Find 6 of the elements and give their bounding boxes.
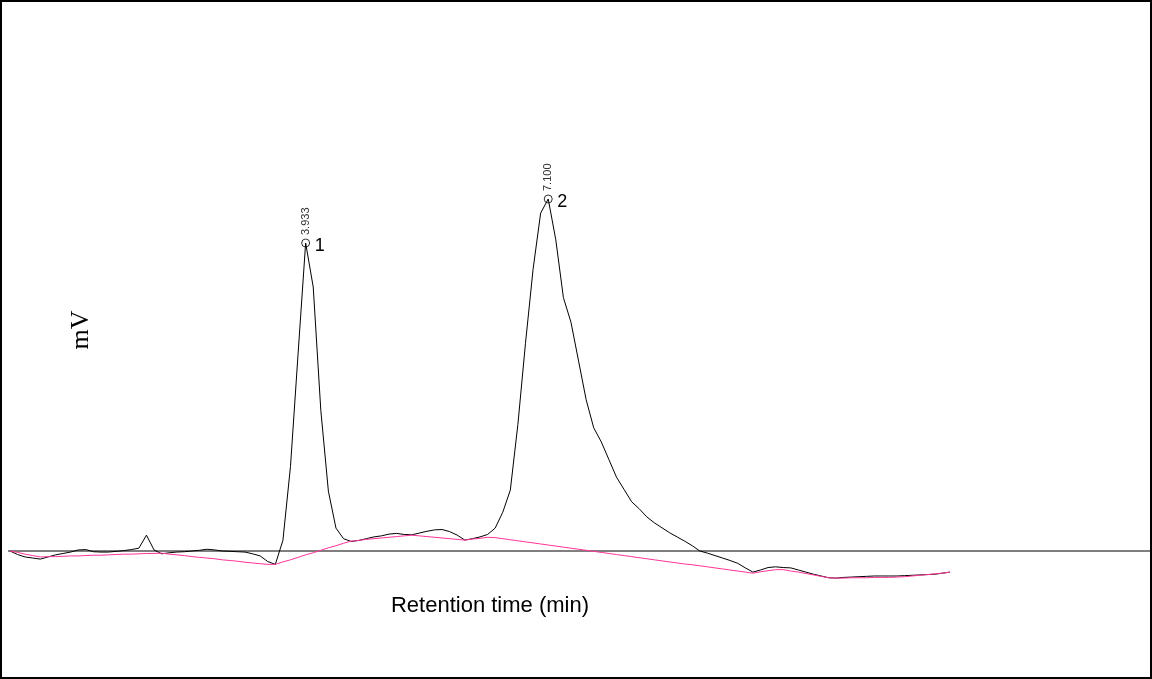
annotation: 2 [557, 191, 568, 211]
annotation: 7.100 [541, 163, 554, 191]
y-axis-title: mV [65, 310, 94, 350]
annotation: 3.933 [298, 207, 311, 235]
x-axis-title: Retention time (min) [390, 592, 590, 617]
annotation: 1 [314, 235, 325, 255]
